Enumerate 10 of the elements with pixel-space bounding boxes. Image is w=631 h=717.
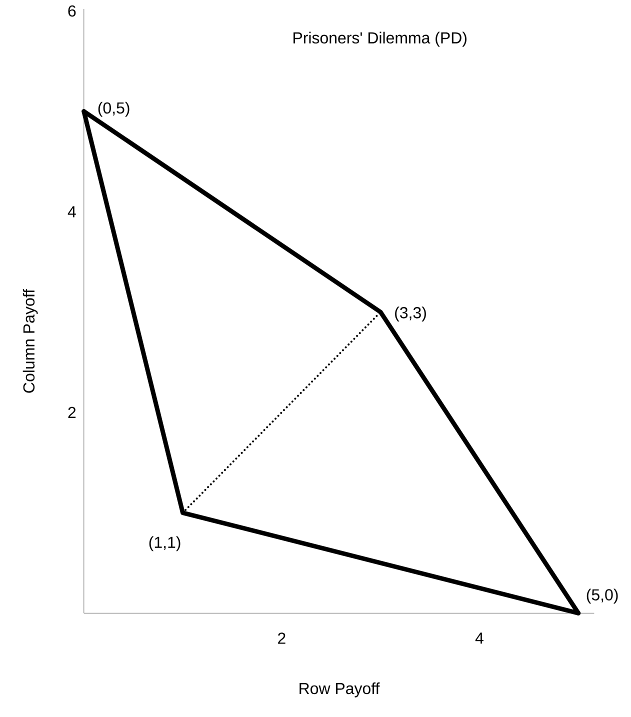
y-tick-label: 4 bbox=[68, 206, 76, 218]
annotation: (3,3) bbox=[395, 306, 426, 322]
annotation: (1,1) bbox=[149, 536, 180, 552]
y-axis-title: Column Payoff bbox=[22, 289, 38, 393]
y-tick-label: 2 bbox=[68, 406, 76, 418]
annotation: (0,5) bbox=[98, 102, 130, 117]
text: Prisoners' Dilemma (PD) bbox=[293, 32, 466, 47]
x-axis-title: Row Payoff bbox=[300, 682, 380, 698]
y-tick-label: 6 bbox=[68, 5, 76, 17]
annotation: (5,0) bbox=[586, 588, 618, 604]
